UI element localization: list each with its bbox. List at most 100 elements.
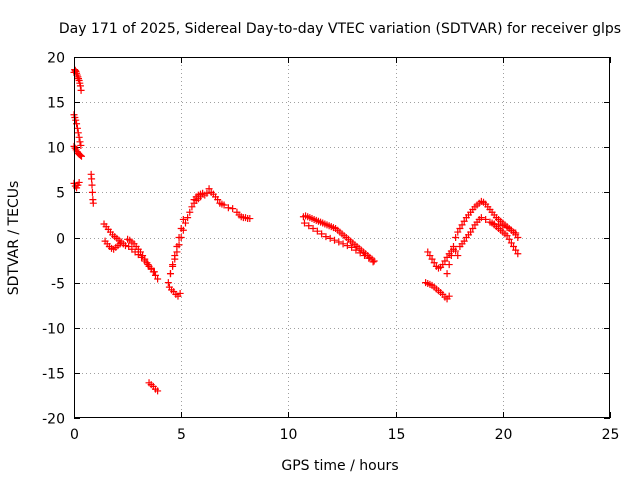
data-point [177,234,185,241]
data-point [175,241,183,249]
data-point [460,237,468,245]
data-point [203,189,211,197]
data-point [181,219,189,227]
data-point [456,224,464,232]
data-point [88,188,96,196]
data-point [452,247,460,255]
data-point [73,124,81,132]
data-point [77,86,85,94]
data-point [76,82,84,90]
data-point [147,264,155,272]
data-point [469,224,477,232]
data-point [348,243,356,251]
x-tick-label: 15 [388,427,406,443]
data-point [116,240,124,248]
data-point [169,262,177,270]
data-point [505,235,513,243]
data-point [89,199,97,207]
data-point [326,234,334,242]
x-tick-label: 0 [70,427,79,443]
data-point [144,261,152,269]
data-point [441,257,449,265]
data-point [447,252,455,260]
data-point [313,227,321,235]
x-tick-label: 5 [177,427,186,443]
data-point [76,151,84,159]
data-point [74,129,82,137]
x-tick-label: 20 [495,427,513,443]
data-point [220,201,228,209]
y-tick-label: -20 [42,412,65,428]
y-tick-label: 0 [56,232,65,248]
data-point [507,239,515,247]
data-point [309,224,317,232]
data-point [467,228,475,236]
data-point [445,261,453,269]
data-point [184,214,192,222]
data-point [75,133,83,141]
data-point [154,275,162,283]
y-axis-label: SDTVAR / TECUs [6,181,22,296]
data-point [343,242,351,250]
data-point [512,229,520,237]
data-point [439,261,447,269]
data-point [322,233,330,241]
data-point [339,240,347,248]
data-point [454,228,462,236]
x-tick-label: 25 [602,427,620,443]
data-point [72,116,80,124]
data-point [361,252,369,260]
y-tick-label: 10 [47,141,65,157]
data-point [445,292,453,300]
data-point [246,215,254,223]
data-point [452,234,460,241]
data-point [88,181,96,189]
data-point [512,246,520,254]
y-tick-label: -15 [42,367,65,383]
data-point [477,214,485,222]
data-point [171,255,179,263]
data-point [426,252,434,260]
data-point [369,258,377,266]
data-point [510,243,518,251]
data-point [186,208,194,216]
data-point [188,203,196,211]
data-point [205,185,213,193]
data-point [318,230,326,238]
data-point [460,217,468,225]
data-point [443,270,451,278]
data-point [514,250,522,258]
data-point [503,232,511,240]
data-point [507,226,515,234]
data-point [229,205,237,213]
data-point [138,253,146,261]
grid-lines [74,57,610,418]
axis-ticks: 0 5 10 15 20 25 20 15 10 5 0 -5 -10 -15 -20 [42,51,619,444]
data-point [503,224,511,232]
data-point [300,219,308,227]
data-point [449,243,457,251]
data-point [335,238,343,246]
data-point [428,255,436,263]
data-point [76,138,84,146]
data-point [141,257,149,265]
data-point [458,221,466,229]
data-point [514,234,522,241]
data-point [173,248,181,256]
data-point [150,268,158,276]
y-tick-label: -5 [51,277,65,293]
y-tick-label: 15 [47,96,65,112]
data-point [352,246,360,254]
data-point [179,215,187,223]
plot-frame [74,57,610,418]
data-point [305,222,313,230]
data-point [224,204,232,212]
data-point [77,141,85,149]
data-point [499,222,507,230]
data-point [454,252,462,260]
data-point [482,215,490,223]
data-point [78,152,86,160]
data-point [443,253,451,261]
data-point [424,248,432,256]
